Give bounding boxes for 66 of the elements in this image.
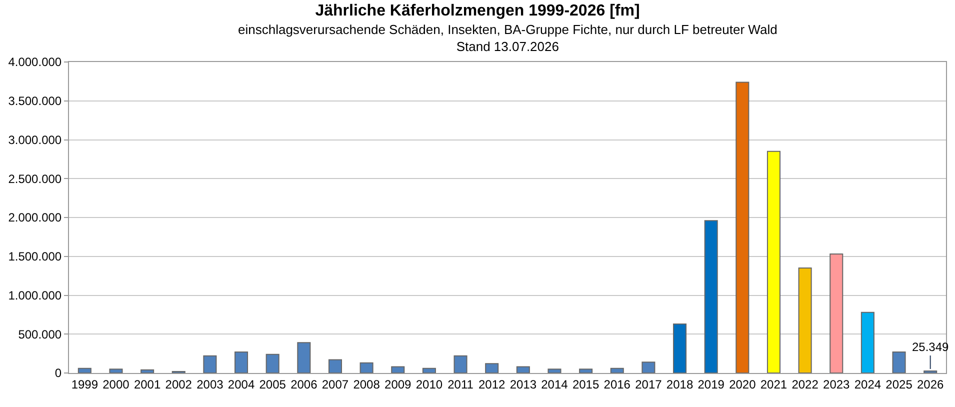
bar: [328, 359, 342, 373]
bar: [704, 220, 718, 373]
bar: [360, 362, 374, 373]
x-tick-label: 2013: [510, 377, 537, 392]
y-tick-label: 3.000.000: [8, 132, 62, 147]
bar: [798, 268, 812, 373]
x-tick-label: 2007: [322, 377, 349, 392]
x-tick-label: 2026: [916, 377, 944, 392]
x-tick-label: 2016: [604, 377, 631, 392]
bar: [140, 369, 154, 373]
bar: [266, 354, 280, 373]
bar: [736, 82, 750, 373]
bar: [391, 366, 405, 373]
bar: [516, 366, 530, 373]
chart-title: Jährliche Käferholzmengen 1999-2026 [fm]: [315, 2, 640, 20]
x-tick-label: 2004: [228, 377, 255, 392]
x-tick-label: 2001: [134, 377, 161, 392]
bar: [830, 254, 844, 373]
x-tick-label: 2018: [666, 377, 694, 392]
x-tick-label: 2014: [541, 377, 568, 392]
x-tick-label: 2003: [196, 377, 224, 392]
y-tick-label: 1.500.000: [8, 250, 62, 264]
x-tick-label: 2020: [729, 377, 756, 392]
bar: [579, 368, 593, 373]
bar: [78, 368, 92, 373]
x-tick-label: 2019: [698, 377, 725, 392]
x-tick-label: 2011: [448, 377, 474, 392]
x-tick-label: 2009: [384, 377, 412, 392]
bar: [860, 312, 874, 373]
x-tick-label: 1999: [71, 377, 98, 392]
chart-subtitle: einschlagsverursachende Schäden, Insekten, BA-Gruppe Fichte, nur durch LF betreuter Wald Stand 13.07.2026: [238, 22, 778, 54]
bar: [422, 368, 436, 373]
bar: [548, 368, 562, 373]
x-tick-label: 2024: [854, 377, 882, 392]
bar: [485, 363, 499, 373]
x-tick-label: 2008: [353, 377, 380, 392]
x-tick-label: 2025: [886, 377, 913, 392]
x-tick-label: 2021: [760, 377, 788, 392]
y-tick-label: 4.000.000: [8, 55, 62, 70]
bar: [766, 150, 780, 373]
y-tick-label: 500.000: [18, 327, 62, 342]
bar: [610, 368, 624, 373]
bar: [203, 355, 217, 373]
x-tick-label: 2005: [259, 377, 286, 392]
y-tick-label: 2.500.000: [8, 172, 62, 186]
y-tick-label: 1.000.000: [8, 288, 62, 302]
data-label: 25.349: [912, 340, 950, 354]
x-tick-label: 2022: [792, 377, 819, 392]
x-tick-label: 2006: [290, 377, 318, 392]
x-tick-label: 2000: [102, 377, 130, 392]
y-tick-label: 3.500.000: [8, 94, 62, 108]
y-tick-label: 2.000.000: [8, 210, 62, 225]
bar: [109, 368, 123, 373]
x-tick-label: 2017: [635, 377, 662, 392]
x-tick-label: 2002: [165, 377, 192, 392]
x-tick-label: 2023: [823, 377, 850, 392]
x-tick-label: 2012: [478, 377, 506, 392]
y-tick-label: 0: [54, 366, 62, 380]
bar: [892, 352, 906, 373]
bar: [642, 362, 656, 373]
x-tick-label: 2015: [572, 377, 600, 392]
bar: [454, 355, 468, 373]
bar: [234, 352, 248, 373]
x-tick-label: 2010: [416, 377, 443, 392]
bar: [297, 342, 311, 373]
bar: [673, 324, 687, 373]
